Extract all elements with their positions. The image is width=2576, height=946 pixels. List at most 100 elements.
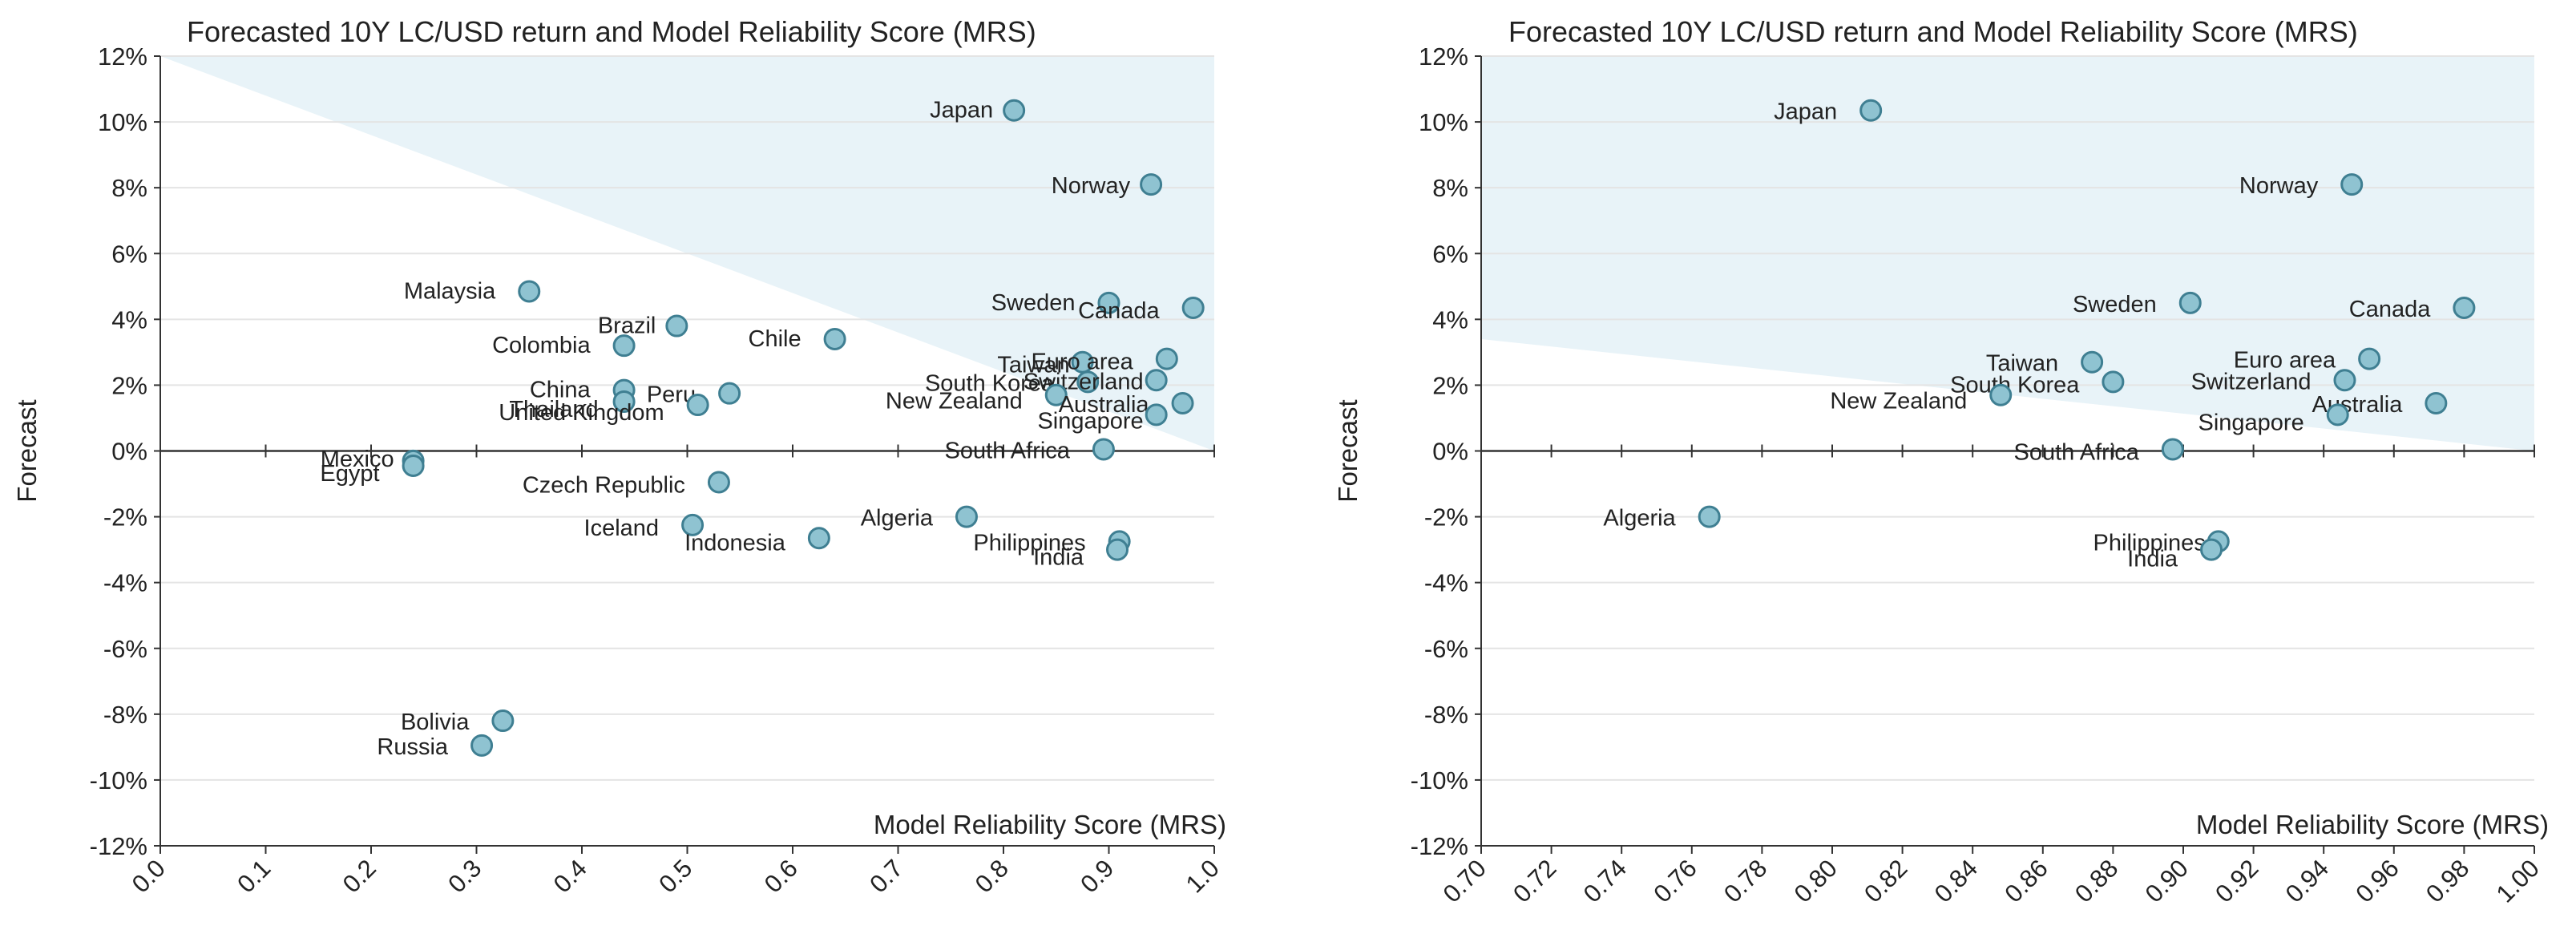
- point-label: Australia: [1059, 392, 1150, 418]
- y-tick-label: -10%: [1411, 766, 1468, 794]
- point-label: Philippines: [973, 530, 1085, 556]
- point-new-zealand: [1989, 383, 2013, 406]
- point-label: Singapore: [1037, 408, 1143, 434]
- point-thailand: [612, 390, 636, 413]
- y-axis-label: Forecast: [1333, 399, 1363, 502]
- y-tick-label: -2%: [1424, 503, 1468, 532]
- x-tick-label: 0.96: [2350, 854, 2404, 908]
- y-tick-label: -4%: [1424, 569, 1468, 597]
- x-tick-label: 0.8: [970, 854, 1014, 898]
- point-label: Algeria: [1603, 506, 1676, 532]
- point-label: Euro area: [1031, 350, 1133, 375]
- point-label: Euro area: [2234, 348, 2336, 374]
- y-tick-label: 10%: [1419, 108, 1468, 136]
- point-australia: [1171, 391, 1194, 414]
- x-axis-label: Model Reliability Score (MRS): [874, 810, 1226, 839]
- point-label: Iceland: [584, 515, 660, 541]
- x-tick-label: 0.88: [2069, 854, 2123, 908]
- y-tick-label: -2%: [103, 503, 147, 532]
- point-label: Norway: [1052, 173, 1131, 199]
- point-colombia: [612, 334, 636, 358]
- x-tick-label: 0.70: [1438, 854, 1492, 908]
- point-new-zealand: [1044, 383, 1068, 406]
- y-tick-label: -6%: [1424, 635, 1468, 663]
- y-tick-label: 12%: [98, 42, 147, 71]
- point-label: Mexico: [321, 447, 394, 472]
- chart-title: Forecasted 10Y LC/USD return and Model R…: [1508, 15, 2358, 48]
- x-tick-label: 0.86: [1999, 854, 2053, 908]
- y-tick-label: 4%: [1432, 305, 1468, 334]
- point-label: Chile: [749, 326, 801, 352]
- x-tick-label: 0.1: [232, 854, 276, 898]
- y-tick-label: 4%: [111, 305, 147, 334]
- point-bolivia: [491, 710, 515, 733]
- y-tick-label: 6%: [111, 240, 147, 268]
- point-label: Brazil: [598, 313, 656, 339]
- x-tick-label: 0.72: [1508, 854, 1561, 908]
- point-czech-republic: [707, 471, 730, 494]
- y-tick-label: 8%: [1432, 174, 1468, 202]
- point-label: Sweden: [991, 290, 1076, 316]
- point-singapore: [2326, 403, 2349, 427]
- point-label: India: [2127, 547, 2178, 572]
- point-label: South Korea: [925, 370, 1055, 396]
- point-chile: [823, 327, 846, 350]
- point-australia: [2425, 391, 2448, 414]
- point-canada: [1181, 296, 1205, 319]
- point-south-africa: [2161, 438, 2184, 461]
- x-tick-label: 1.0: [1181, 854, 1225, 898]
- point-label: Indonesia: [684, 530, 786, 556]
- x-tick-label: 0.90: [2140, 854, 2194, 908]
- y-tick-label: 8%: [111, 174, 147, 202]
- x-tick-label: 0.84: [1929, 854, 1983, 908]
- y-tick-label: 10%: [98, 108, 147, 136]
- y-tick-label: -4%: [103, 569, 147, 597]
- point-india: [2200, 538, 2223, 561]
- point-label: Singapore: [2198, 410, 2304, 435]
- point-label: Algeria: [861, 506, 934, 532]
- point-norway: [1140, 173, 1163, 196]
- point-japan: [1859, 99, 1883, 122]
- y-tick-label: 12%: [1419, 42, 1468, 71]
- x-tick-label: 0.9: [1075, 854, 1119, 898]
- x-tick-label: 0.98: [2421, 854, 2474, 908]
- point-label: Australia: [2312, 392, 2404, 418]
- point-singapore: [1145, 403, 1168, 427]
- point-indonesia: [807, 527, 830, 550]
- x-tick-label: 0.3: [442, 854, 487, 898]
- x-tick-label: 0.80: [1789, 854, 1843, 908]
- point-label: Taiwan: [1986, 351, 2058, 377]
- point-sweden: [2178, 291, 2202, 314]
- point-russia: [470, 734, 494, 757]
- point-south-korea: [1076, 370, 1100, 394]
- point-label: New Zealand: [886, 389, 1023, 414]
- y-tick-label: -8%: [1424, 701, 1468, 729]
- x-tick-label: 0.94: [2280, 854, 2334, 908]
- point-label: Canada: [2349, 297, 2431, 322]
- chart-panel-1: 12% 10% 8% 6% 4% 2% 0% -2% -4% -6% -8% -10% -12%0.0 0…: [12, 15, 1226, 898]
- point-algeria: [955, 505, 978, 528]
- point-euro-area: [1155, 347, 1178, 370]
- point-label: India: [1033, 545, 1084, 571]
- point-malaysia: [518, 280, 541, 303]
- point-label: South Africa: [945, 438, 1071, 463]
- x-tick-label: 0.0: [127, 854, 171, 898]
- point-canada: [2453, 296, 2476, 319]
- point-united-kingdom: [686, 394, 709, 417]
- x-tick-label: 1.00: [2491, 854, 2545, 908]
- y-tick-label: 0%: [111, 438, 147, 466]
- point-switzerland: [2333, 369, 2356, 392]
- point-switzerland: [1145, 369, 1168, 392]
- point-label: Philippines: [2094, 530, 2206, 556]
- point-label: New Zealand: [1830, 389, 1967, 414]
- point-norway: [2340, 173, 2364, 196]
- point-label: Japan: [930, 98, 993, 123]
- x-tick-label: 0.78: [1718, 854, 1772, 908]
- point-label: Malaysia: [404, 278, 496, 304]
- y-tick-label: -10%: [90, 766, 147, 794]
- y-tick-label: -12%: [1411, 832, 1468, 860]
- x-tick-label: 0.74: [1578, 854, 1632, 908]
- point-sweden: [1097, 291, 1120, 314]
- point-taiwan: [2081, 350, 2104, 374]
- x-tick-label: 0.82: [1859, 854, 1912, 908]
